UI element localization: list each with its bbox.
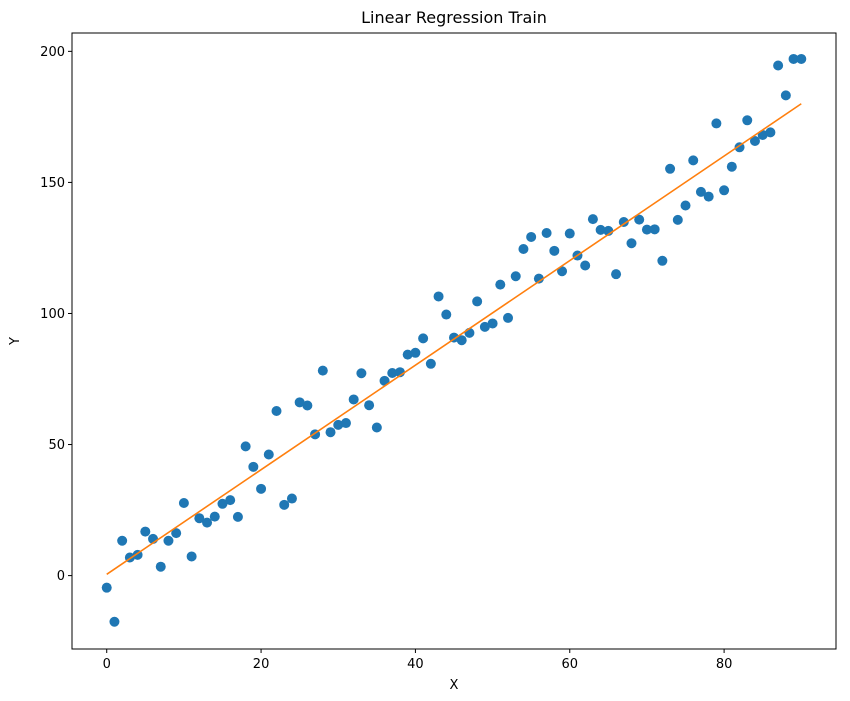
chart-title: Linear Regression Train <box>361 8 547 27</box>
data-point <box>611 269 622 280</box>
data-point <box>402 349 413 360</box>
data-point <box>217 498 228 509</box>
data-point <box>433 291 444 302</box>
data-point <box>703 191 714 202</box>
data-point <box>634 214 645 225</box>
data-point <box>163 535 174 546</box>
data-point <box>487 318 498 329</box>
data-point <box>749 136 760 146</box>
data-point <box>155 561 166 572</box>
data-point <box>479 321 490 332</box>
data-point <box>109 616 120 627</box>
data-point <box>695 186 706 197</box>
data-point <box>333 419 344 430</box>
x-axis: 0 20 40 60 80 <box>103 649 733 672</box>
data-point <box>688 155 699 166</box>
data-point <box>256 483 267 494</box>
x-tick-label: 80 <box>716 657 733 672</box>
data-point <box>649 224 660 235</box>
data-point <box>780 90 791 101</box>
data-point <box>541 228 552 238</box>
data-point <box>580 260 591 271</box>
data-point <box>711 118 722 129</box>
plot-frame <box>71 32 837 650</box>
x-tick-label: 0 <box>103 657 111 672</box>
data-point <box>302 400 313 411</box>
data-point <box>209 511 220 522</box>
data-point <box>672 214 683 225</box>
data-point <box>379 375 390 386</box>
data-point <box>526 231 537 242</box>
y-tick-label: 100 <box>40 307 65 322</box>
data-point <box>325 427 336 438</box>
data-point <box>356 368 367 379</box>
data-point <box>796 53 807 64</box>
x-axis-label: X <box>450 678 459 693</box>
data-point <box>773 60 784 71</box>
y-axis-label: Y <box>8 337 23 346</box>
regression-line <box>106 103 802 575</box>
data-point <box>294 397 305 408</box>
data-point <box>340 418 351 429</box>
plot-area <box>101 53 807 627</box>
data-point <box>626 238 637 249</box>
y-tick-label: 150 <box>40 176 65 191</box>
data-point <box>371 422 382 433</box>
data-point <box>117 535 128 546</box>
data-point <box>286 493 297 504</box>
data-point <box>518 243 529 254</box>
data-point <box>410 347 421 358</box>
data-point <box>364 400 375 411</box>
data-point <box>587 214 598 225</box>
x-tick-label: 40 <box>407 657 424 672</box>
data-point <box>564 228 575 239</box>
y-tick-label: 50 <box>48 438 65 453</box>
data-point <box>194 513 205 524</box>
data-point <box>101 582 112 593</box>
data-point <box>495 279 506 290</box>
data-point <box>248 461 259 472</box>
data-point <box>618 216 629 227</box>
data-point <box>225 495 236 506</box>
data-point <box>503 312 514 323</box>
data-point <box>657 255 668 266</box>
data-point <box>240 441 251 452</box>
data-point <box>726 161 737 172</box>
data-point <box>348 394 359 405</box>
data-point <box>742 115 753 126</box>
data-point <box>140 526 151 537</box>
data-point <box>418 333 429 344</box>
data-point <box>317 365 328 376</box>
data-point <box>641 224 652 235</box>
x-tick-label: 60 <box>561 657 578 672</box>
data-point <box>595 224 606 235</box>
data-point <box>533 273 544 284</box>
data-point <box>387 367 398 378</box>
y-axis: 0 50 100 150 200 <box>40 45 72 584</box>
data-point <box>202 517 213 528</box>
data-point <box>719 185 730 196</box>
data-point <box>510 271 521 282</box>
data-point <box>441 309 452 320</box>
data-point <box>171 528 182 539</box>
data-point <box>549 245 560 256</box>
data-point <box>472 296 483 307</box>
data-point <box>680 200 691 211</box>
data-point <box>665 163 676 174</box>
data-point <box>425 358 436 369</box>
data-point <box>788 53 799 64</box>
data-point <box>765 127 776 138</box>
y-tick-label: 200 <box>40 45 65 60</box>
data-point <box>279 499 290 510</box>
y-tick-label: 0 <box>57 569 65 584</box>
data-point <box>557 266 568 277</box>
data-point <box>178 497 189 508</box>
data-point <box>271 405 282 416</box>
data-point <box>232 511 243 522</box>
data-point <box>456 335 467 346</box>
data-point <box>186 551 197 562</box>
x-tick-label: 20 <box>253 657 270 672</box>
data-point <box>263 449 274 460</box>
